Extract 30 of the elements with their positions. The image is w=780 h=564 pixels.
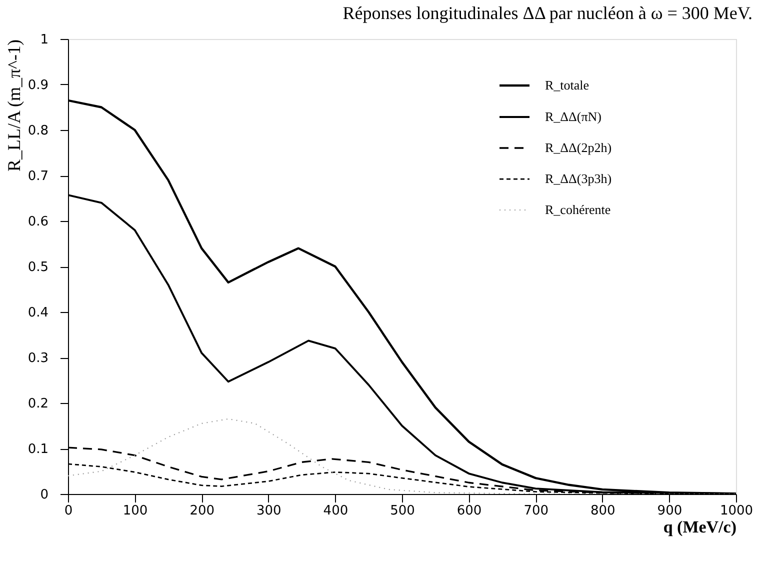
x-tick-label: 900 [657, 504, 682, 518]
x-axis-title: q (MeV/c) [663, 518, 736, 536]
x-tick-label: 1000 [720, 504, 754, 518]
y-tick-label: 0.9 [28, 78, 48, 93]
y-tick-label: 0.1 [28, 442, 48, 457]
y-tick-label: 0 [40, 488, 48, 502]
y-tick-label: 0.7 [28, 169, 48, 184]
x-tick-label: 200 [190, 504, 215, 518]
y-tick-label: 0.5 [28, 260, 48, 275]
y-tick-label: 1 [40, 32, 48, 48]
y-tick-label: 0.3 [28, 351, 48, 366]
y-tick-label: 0.8 [28, 124, 48, 138]
y-tick-label: 0.2 [28, 396, 48, 412]
x-tick-label: 800 [590, 504, 616, 518]
x-tick-label: 600 [456, 504, 482, 518]
y-tick-label: 0.6 [28, 214, 48, 230]
legend-label: R_ΔΔ(2p2h) [545, 140, 612, 155]
legend-label: R_ΔΔ(3p3h) [545, 171, 612, 186]
x-tick-label: 500 [390, 504, 415, 518]
x-tick-label: 0 [64, 504, 73, 518]
legend-label: R_totale [545, 78, 590, 92]
x-tick-label: 300 [256, 504, 282, 518]
x-tick-label: 700 [524, 504, 549, 518]
x-tick-label: 400 [323, 504, 348, 518]
legend-label: R_ΔΔ(πN) [545, 109, 602, 124]
chart-title: Réponses longitudinales ΔΔ par nucléon à ω = 300 MeV. [342, 3, 753, 23]
y-axis-title: R_LL/A (m_π^-1) [4, 40, 24, 172]
x-tick-label: 100 [122, 504, 148, 518]
legend-label: R_cohérente [545, 202, 611, 217]
y-tick-label: 0.4 [28, 306, 48, 320]
